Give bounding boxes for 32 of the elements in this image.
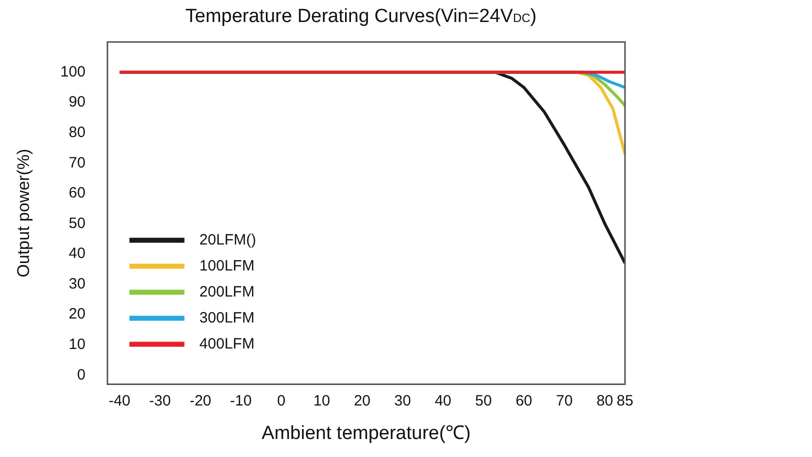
y-tick-label: 90	[68, 94, 86, 111]
x-tick-label: 10	[313, 392, 330, 410]
y-tick-label: 70	[68, 154, 86, 172]
legend-label: 100LFM	[199, 257, 254, 274]
y-tick-label: 30	[68, 275, 86, 292]
y-tick-label: 0	[77, 366, 86, 384]
x-tick-label: 70	[556, 392, 573, 410]
y-tick-label: 80	[68, 124, 86, 141]
x-tick-label: 85	[616, 392, 634, 410]
legend-label: 400LFM	[199, 335, 254, 352]
x-axis-title: Ambient temperature(℃)	[262, 422, 471, 444]
x-tick-label: -30	[149, 392, 171, 410]
y-axis-title: Output power(%)	[14, 148, 33, 278]
x-tick-label: 20	[354, 392, 371, 410]
x-tick-label: 60	[516, 392, 532, 410]
y-tick-label: 40	[68, 245, 86, 262]
x-tick-label: 0	[277, 392, 286, 410]
x-tick-label: -20	[190, 392, 212, 410]
y-tick-label: 60	[68, 184, 86, 202]
x-tick-label: -40	[108, 392, 130, 410]
y-tick-label: 100	[60, 63, 86, 80]
y-tick-label: 10	[68, 336, 86, 353]
legend-label: 20LFM()	[199, 231, 256, 248]
legend-label: 300LFM	[199, 309, 254, 326]
x-tick-label: 30	[394, 392, 411, 410]
legend-label: 200LFM	[199, 283, 254, 300]
x-tick-label: 50	[475, 392, 492, 410]
y-tick-label: 20	[68, 306, 86, 323]
x-tick-label: -10	[230, 392, 252, 410]
x-tick-label: 80	[596, 392, 614, 410]
y-tick-label: 50	[68, 214, 86, 232]
x-tick-label: 40	[434, 392, 452, 410]
